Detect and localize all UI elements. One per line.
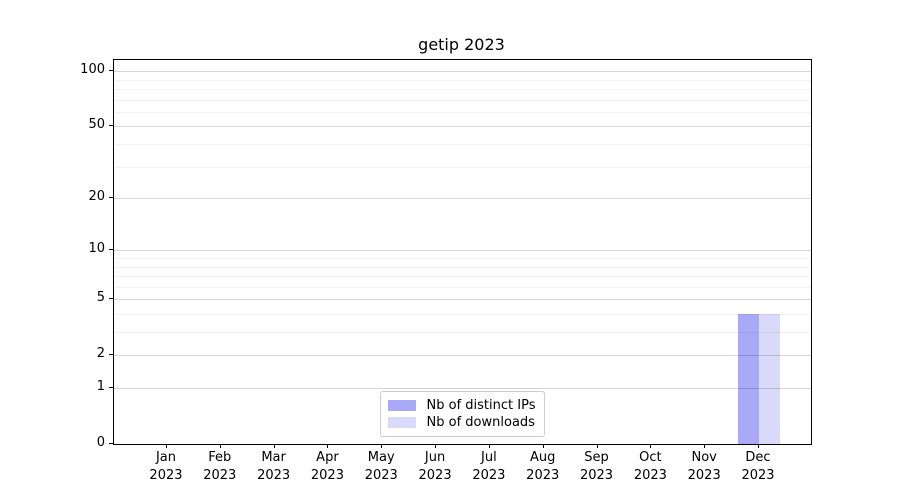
minor-gridline	[114, 144, 811, 145]
x-tick-mark	[435, 444, 437, 448]
x-tick-month: Jun	[424, 450, 446, 465]
chart-title: getip 2023	[418, 35, 505, 54]
legend-label: Nb of distinct IPs	[426, 398, 536, 413]
x-tick-label: Feb 2023	[188, 449, 252, 485]
x-tick-label: Oct 2023	[618, 449, 682, 485]
x-tick-month: Oct	[639, 450, 662, 465]
x-tick-label: Jun 2023	[403, 449, 467, 485]
y-tick-label: 5	[96, 290, 105, 306]
x-tick-mark	[596, 444, 598, 448]
legend-label: Nb of downloads	[426, 415, 535, 430]
y-tick-label: 100	[80, 62, 105, 78]
y-tick-label: 50	[88, 117, 105, 133]
major-gridline	[114, 299, 811, 301]
y-tick-mark	[109, 197, 113, 199]
x-tick-year: 2023	[364, 468, 398, 483]
y-tick-mark	[109, 249, 113, 251]
y-tick-mark	[109, 298, 113, 300]
legend: Nb of distinct IPs Nb of downloads	[379, 391, 546, 437]
legend-row: Nb of downloads	[387, 414, 536, 431]
x-tick-year: 2023	[310, 468, 344, 483]
y-tick-mark	[109, 387, 113, 388]
x-tick-label: Dec 2023	[726, 449, 790, 485]
x-tick-mark	[488, 444, 490, 448]
legend-swatch	[387, 400, 416, 411]
x-tick-label: Sep 2023	[565, 449, 629, 485]
x-tick-year: 2023	[418, 468, 452, 483]
x-tick-mark	[704, 444, 706, 448]
y-tick-label: 0	[96, 435, 105, 450]
minor-gridline	[114, 257, 811, 259]
x-tick-year: 2023	[203, 468, 237, 483]
x-tick-mark	[650, 444, 652, 448]
minor-gridline	[114, 99, 811, 101]
x-tick-month: Jan	[155, 450, 176, 465]
y-tick-mark	[109, 354, 113, 356]
y-tick-label: 1	[96, 379, 105, 394]
minor-gridline	[114, 286, 811, 288]
major-gridline	[114, 388, 811, 389]
x-tick-year: 2023	[741, 468, 775, 483]
major-gridline	[114, 250, 811, 252]
legend-swatch	[387, 417, 416, 428]
x-tick-month: Mar	[261, 450, 286, 465]
x-tick-year: 2023	[257, 468, 291, 483]
minor-gridline	[114, 266, 811, 268]
minor-gridline	[114, 313, 811, 315]
x-tick-label: Aug 2023	[511, 449, 575, 485]
x-tick-month: Nov	[691, 450, 717, 465]
x-tick-mark	[327, 444, 329, 448]
x-tick-mark	[273, 444, 275, 448]
x-tick-mark	[219, 444, 221, 448]
minor-gridline	[114, 89, 811, 90]
x-tick-label: Apr 2023	[295, 449, 359, 485]
y-tick-mark	[109, 443, 113, 444]
x-tick-year: 2023	[633, 468, 667, 483]
x-tick-month: May	[367, 450, 395, 465]
x-tick-mark	[542, 444, 544, 448]
x-tick-month: Jul	[481, 450, 497, 465]
y-tick-label: 10	[88, 241, 105, 257]
x-tick-mark	[381, 444, 383, 448]
x-tick-label: Mar 2023	[242, 449, 306, 485]
major-gridline	[114, 198, 811, 200]
x-tick-year: 2023	[472, 468, 506, 483]
legend-row: Nb of distinct IPs	[387, 397, 536, 414]
minor-gridline	[114, 166, 811, 168]
major-gridline	[114, 126, 811, 128]
bar-downloads	[759, 314, 780, 444]
x-tick-month: Sep	[584, 450, 609, 465]
x-tick-mark	[758, 444, 759, 448]
x-tick-month: Dec	[745, 450, 771, 465]
x-tick-year: 2023	[526, 468, 560, 483]
x-tick-label: May 2023	[349, 449, 413, 485]
y-tick-mark	[109, 70, 113, 72]
x-tick-month: Feb	[208, 450, 232, 465]
major-gridline	[114, 355, 811, 357]
x-tick-label: Nov 2023	[672, 449, 736, 485]
y-tick-label: 20	[88, 189, 105, 205]
x-tick-month: Apr	[316, 450, 339, 465]
x-tick-year: 2023	[687, 468, 721, 483]
bar-distinct-ips	[738, 314, 759, 444]
x-tick-mark	[165, 444, 167, 448]
minor-gridline	[114, 79, 811, 81]
x-tick-month: Aug	[530, 450, 556, 465]
y-tick-label: 2	[96, 346, 105, 362]
legend-rows: Nb of distinct IPs Nb of downloads	[387, 397, 536, 431]
x-tick-year: 2023	[579, 468, 614, 483]
minor-gridline	[114, 111, 811, 113]
x-tick-label: Jul 2023	[457, 449, 521, 485]
x-tick-label: Jan 2023	[134, 449, 198, 485]
minor-gridline	[114, 276, 811, 278]
x-tick-year: 2023	[149, 468, 183, 483]
major-gridline	[114, 71, 811, 73]
minor-gridline	[114, 332, 811, 333]
plot-area: Nb of distinct IPs Nb of downloads	[113, 59, 812, 445]
y-tick-mark	[109, 125, 113, 127]
